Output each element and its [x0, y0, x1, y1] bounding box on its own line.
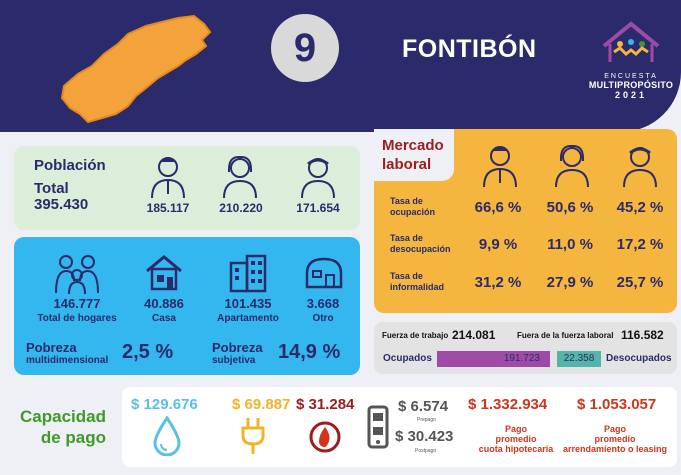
population-panel: Población Total 395.430 185.117 210.220 … [14, 146, 360, 230]
mortgage-label-l1: Pago [504, 424, 527, 434]
rent-label: Pago promedio arrendamiento o leasing [555, 424, 675, 454]
population-label: Población [34, 157, 106, 174]
payment-capacity-title-l2: de pago [40, 428, 106, 447]
payment-capacity-title-l1: Capacidad [20, 407, 106, 426]
survey-logo: ENCUESTA MULTIPROPÓSITO 2021 [587, 18, 675, 104]
mortgage-label-l2: promedio [495, 434, 537, 444]
gas-value: $ 31.284 [296, 396, 355, 413]
postpaid-label: Postpago [415, 448, 437, 454]
subjective-poverty-value: 14,9 % [278, 341, 341, 363]
unemployment-rate-men: 9,9 % [478, 236, 518, 253]
water-value: $ 129.676 [131, 396, 198, 413]
locality-map-shape [60, 14, 212, 124]
family-icon [55, 255, 99, 295]
woman-icon [223, 155, 257, 199]
electricity-value: $ 69.887 [232, 396, 291, 413]
logo-line-3: 2021 [614, 90, 648, 100]
unemployment-rate-other: 17,2 % [616, 236, 664, 253]
outside-labor-force-value: 116.582 [621, 328, 664, 342]
house-value: 40.886 [144, 296, 184, 311]
man-icon [151, 157, 185, 199]
prepaid-value: $ 6.574 [398, 398, 449, 415]
multidim-poverty-subtitle: multidimensional [26, 355, 109, 366]
population-men-value: 185.117 [146, 201, 190, 215]
outside-labor-force-label: Fuera de la fuerza laboral [517, 331, 614, 340]
unemployment-rate-women: 11,0 % [547, 236, 593, 253]
informality-rate-women: 27,9 % [546, 274, 594, 291]
multidim-poverty-label: Pobreza multidimensional [26, 341, 108, 367]
mortgage-label-l3: cuota hipotecaria [478, 444, 554, 454]
informality-rate-label-l2: informalidad [390, 282, 445, 292]
other-dwelling-label: Otro [312, 313, 334, 324]
labor-market-title-line1: Mercado [382, 137, 444, 154]
labor-market-tab [374, 129, 454, 181]
occupation-rate-label-l2: ocupación [390, 207, 436, 217]
employed-label: Ocupados [383, 353, 432, 364]
occupation-rate-men: 66,6 % [474, 199, 522, 216]
informality-rate-other: 25,7 % [616, 274, 664, 291]
woman-icon [555, 144, 589, 188]
plug-icon [241, 418, 265, 454]
multidim-poverty-title: Pobreza [26, 340, 77, 355]
employed-bar: 191.723 [437, 351, 550, 367]
mortgage-value: $ 1.332.934 [468, 396, 548, 413]
occupation-rate-label: Tasa de ocupación [390, 196, 435, 218]
unemployment-rate-label-l1: Tasa de [390, 233, 423, 243]
unemployed-label: Desocupados [606, 353, 672, 364]
house-label: Casa [152, 313, 176, 324]
other-dwelling-value: 3.668 [306, 296, 340, 311]
population-total-value: 395.430 [34, 196, 89, 213]
subjective-poverty-subtitle: subjetiva [212, 355, 256, 366]
informality-rate-men: 31,2 % [474, 274, 522, 291]
occupation-rate-label-l1: Tasa de [390, 196, 423, 206]
person-other-icon [301, 158, 335, 199]
mortgage-label: Pago promedio cuota hipotecaria [461, 424, 571, 454]
apartment-value: 101.435 [224, 296, 272, 311]
unemployment-rate-label-l2: desocupación [390, 244, 451, 254]
person-other-icon [623, 147, 657, 188]
logo-line-2: MULTIPROPÓSITO [588, 80, 674, 90]
rent-label-l1: Pago [603, 424, 626, 434]
labor-market-title: Mercado laboral [382, 136, 444, 174]
labor-force-value: 214.081 [452, 328, 496, 342]
rent-label-l3: arrendamiento o leasing [562, 444, 668, 454]
labor-force-label: Fuerza de trabajo [382, 331, 449, 340]
households-total-label: Total de hogares [37, 313, 117, 324]
prepaid-label: Prepago [417, 417, 436, 423]
man-icon [483, 146, 517, 188]
unemployment-rate-label: Tasa de desocupación [390, 233, 451, 255]
logo-house-icon [602, 21, 660, 62]
subjective-poverty-title: Pobreza [212, 340, 263, 355]
informality-rate-label: Tasa de informalidad [390, 271, 444, 293]
occupation-rate-other: 45,2 % [616, 199, 664, 216]
house-icon [146, 255, 182, 291]
payment-capacity-panel [122, 387, 677, 467]
rent-label-l2: promedio [594, 434, 636, 444]
households-total-value: 146.777 [53, 296, 101, 311]
population-total-label: Total [34, 180, 69, 197]
population-women-value: 210.220 [219, 201, 263, 215]
postpaid-value: $ 30.423 [395, 428, 454, 445]
rent-value: $ 1.053.057 [577, 396, 657, 413]
households-panel: 146.777 Total de hogares 40.886 Casa 101… [14, 237, 360, 375]
payment-capacity-title: Capacidad de pago [16, 406, 106, 448]
phone-icon [367, 405, 389, 449]
subjective-poverty-label: Pobreza subjetiva [212, 341, 263, 367]
population-other-value: 171.654 [296, 201, 340, 215]
unemployed-bar: 22.358 [557, 351, 601, 367]
water-drop-icon [153, 416, 181, 456]
apartment-label: Apartamento [217, 313, 279, 324]
locality-number: 9 [271, 14, 339, 82]
apartment-icon [229, 254, 267, 293]
informality-rate-label-l1: Tasa de [390, 271, 423, 281]
other-dwelling-icon [305, 257, 343, 289]
logo-line-1: ENCUESTA [604, 73, 658, 80]
page-title: FONTIBÓN [402, 35, 537, 63]
labor-market-title-line2: laboral [382, 156, 432, 173]
occupation-rate-women: 50,6 % [546, 199, 594, 216]
gas-flame-icon [309, 421, 341, 453]
multidim-poverty-value: 2,5 % [122, 341, 174, 363]
